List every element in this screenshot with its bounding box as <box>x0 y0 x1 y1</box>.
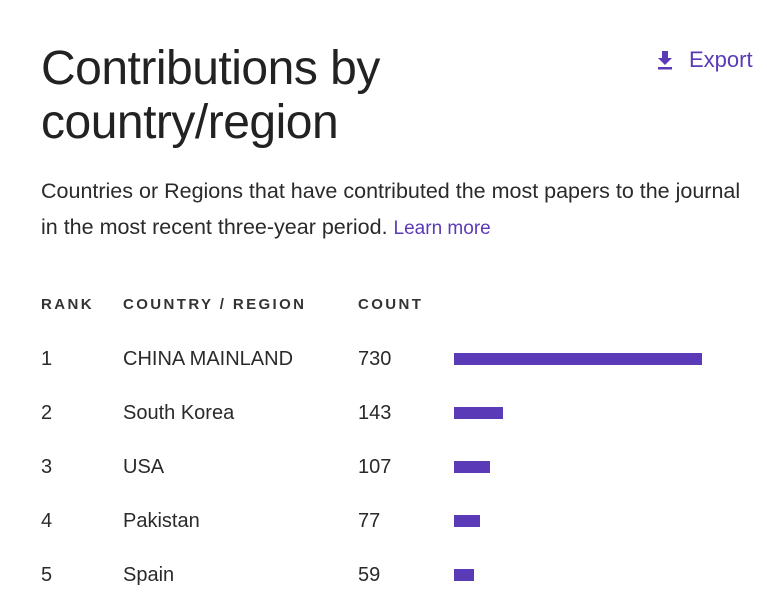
count-cell: 59 <box>358 564 381 586</box>
rank-cell: 2 <box>41 402 53 424</box>
rank-cell: 3 <box>41 456 53 478</box>
country-column-header: COUNTRY / REGION <box>123 296 307 313</box>
bar <box>454 569 474 581</box>
learn-more-link[interactable]: Learn more <box>393 218 491 239</box>
count-column-header: COUNT <box>358 296 424 313</box>
bar <box>454 353 702 365</box>
country-cell: South Korea <box>123 402 235 424</box>
page-title: Contributions by country/region <box>41 42 380 149</box>
country-cell: CHINA MAINLAND <box>123 348 294 370</box>
count-cell: 143 <box>358 402 392 424</box>
bar <box>454 407 503 419</box>
rank-cell: 5 <box>41 564 53 586</box>
description: Countries or Regions that have contribut… <box>41 173 741 247</box>
description-text: Countries or Regions that have contribut… <box>41 179 741 239</box>
rank-column-header: RANK <box>41 296 94 313</box>
country-cell: USA <box>123 456 165 478</box>
rank-cell: 1 <box>41 348 53 370</box>
export-button[interactable]: Export <box>656 44 753 76</box>
bar <box>454 515 480 527</box>
download-icon <box>656 50 674 70</box>
bar <box>454 461 490 473</box>
count-cell: 77 <box>358 510 381 532</box>
country-cell: Pakistan <box>123 510 200 532</box>
rank-cell: 4 <box>41 510 53 532</box>
count-cell: 730 <box>358 348 392 370</box>
country-cell: Spain <box>123 564 175 586</box>
export-label: Export <box>689 47 753 72</box>
count-cell: 107 <box>358 456 392 478</box>
